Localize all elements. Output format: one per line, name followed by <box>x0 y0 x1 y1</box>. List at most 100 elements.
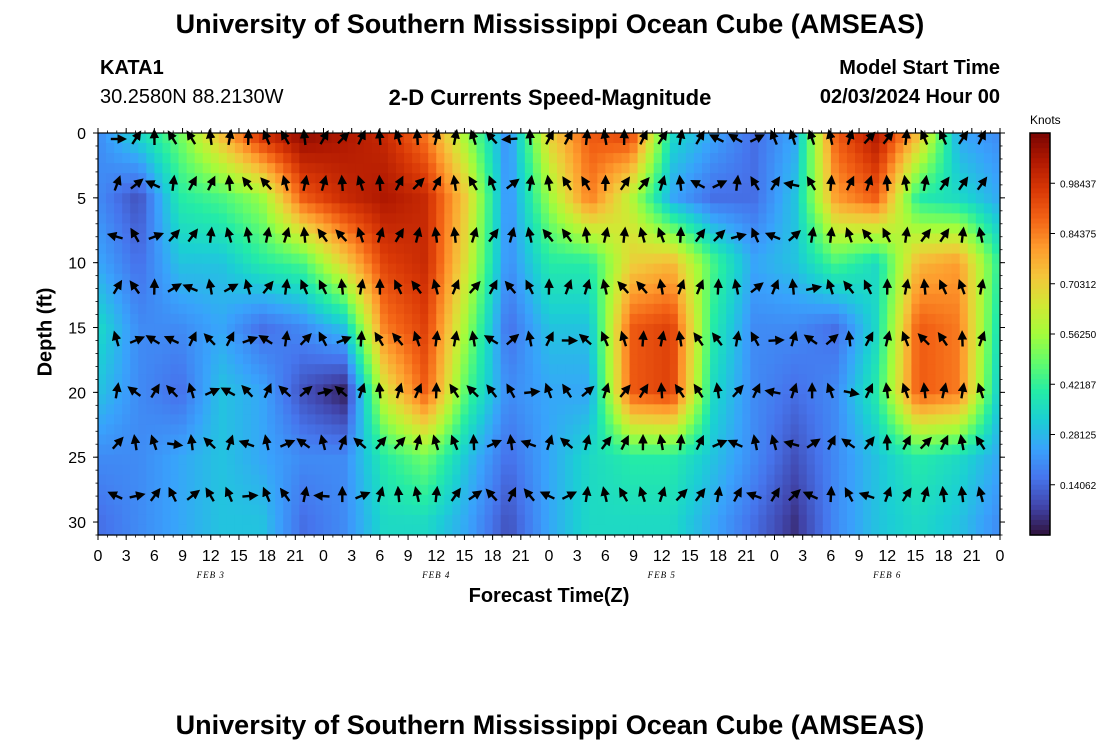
heatmap-cell <box>613 303 623 315</box>
heatmap-cell <box>114 303 123 315</box>
heatmap-cell <box>492 364 502 375</box>
heatmap-cell <box>412 494 421 506</box>
heatmap-cell <box>476 354 486 365</box>
heatmap-cell <box>629 334 639 345</box>
heatmap-cell <box>460 464 470 476</box>
heatmap-cell <box>798 283 808 295</box>
heatmap-cell <box>275 323 284 335</box>
heatmap-cell <box>766 464 776 476</box>
heatmap-cell <box>412 514 421 526</box>
heatmap-cell <box>879 354 888 365</box>
heatmap-cell <box>323 424 333 436</box>
heatmap-cell <box>855 454 864 466</box>
heatmap-cell <box>903 273 913 285</box>
heatmap-cell <box>476 434 486 446</box>
heatmap-cell <box>500 514 510 526</box>
heatmap-cell <box>218 474 228 486</box>
heatmap-cell <box>186 323 196 335</box>
heatmap-cell <box>444 323 453 335</box>
heatmap-cell <box>234 163 244 174</box>
current-vector <box>319 174 329 192</box>
heatmap-cell <box>379 233 389 245</box>
heatmap-cell <box>742 183 751 194</box>
x-tick-label: 9 <box>404 548 413 565</box>
heatmap-cell <box>734 474 743 486</box>
heatmap-cell <box>371 394 381 405</box>
heatmap-cell <box>444 293 453 305</box>
heatmap-cell <box>718 173 727 184</box>
heatmap-cell <box>838 133 848 144</box>
heatmap-cell <box>983 354 993 365</box>
heatmap-cell <box>766 163 776 174</box>
heatmap-cell <box>597 464 606 476</box>
heatmap-cell <box>991 404 1001 415</box>
heatmap-cell <box>790 514 800 526</box>
heatmap-cell <box>718 344 727 355</box>
heatmap-cell <box>476 474 486 486</box>
heatmap-cell <box>540 253 550 265</box>
heatmap-cell <box>492 394 502 405</box>
current-vector <box>111 436 124 450</box>
heatmap-cell <box>114 163 123 174</box>
heatmap-cell <box>500 374 510 385</box>
heatmap-cell <box>927 414 937 426</box>
heatmap-cell <box>412 273 421 285</box>
heatmap-cell <box>661 243 671 255</box>
heatmap-cell <box>557 263 566 275</box>
heatmap-cell <box>532 394 542 405</box>
heatmap-cell <box>871 504 880 516</box>
heatmap-cell <box>130 313 139 325</box>
heatmap-cell <box>855 344 864 355</box>
heatmap-cell <box>605 524 615 536</box>
heatmap-cell <box>758 514 768 526</box>
current-vector <box>375 486 385 503</box>
heatmap-cell <box>98 374 107 385</box>
heatmap-cell <box>669 474 679 486</box>
heatmap-cell <box>428 414 437 426</box>
heatmap-cell <box>339 283 349 295</box>
heatmap-cell <box>331 283 341 295</box>
heatmap-cell <box>444 524 453 536</box>
heatmap-cell <box>218 414 228 426</box>
heatmap-cell <box>114 424 123 436</box>
heatmap-cell <box>202 514 212 526</box>
current-vector <box>976 330 987 347</box>
heatmap-cell <box>766 454 776 466</box>
heatmap-cell <box>130 183 139 194</box>
heatmap-cell <box>677 514 687 526</box>
heatmap-cell <box>275 173 284 184</box>
heatmap-cell <box>838 364 848 375</box>
heatmap-cell <box>347 133 357 144</box>
current-vector <box>708 134 725 143</box>
heatmap-cell <box>621 133 631 144</box>
heatmap-cell <box>991 273 1001 285</box>
heatmap-cell <box>927 524 937 536</box>
heatmap-cell <box>170 143 180 154</box>
heatmap-cell <box>412 253 421 265</box>
heatmap-cell <box>436 424 445 436</box>
heatmap-cell <box>468 514 478 526</box>
heatmap-cell <box>275 263 284 275</box>
heatmap-cell <box>887 344 896 355</box>
heatmap-cell <box>983 273 993 285</box>
heatmap-cell <box>613 514 623 526</box>
heatmap-cell <box>242 293 252 305</box>
heatmap-cell <box>154 504 164 516</box>
current-vector <box>600 278 610 295</box>
heatmap-cell <box>202 414 212 426</box>
current-vector <box>335 229 348 242</box>
heatmap-cell <box>710 424 719 436</box>
heatmap-cell <box>130 444 139 456</box>
heatmap-cell <box>911 243 921 255</box>
heatmap-cell <box>516 293 526 305</box>
current-vector <box>882 486 893 503</box>
heatmap-cell <box>516 374 526 385</box>
heatmap-cell <box>822 323 832 335</box>
heatmap-cell <box>484 153 494 164</box>
current-vector <box>638 330 648 347</box>
heatmap-cell <box>661 474 671 486</box>
heatmap-cell <box>186 273 196 285</box>
heatmap-cell <box>871 394 880 405</box>
heatmap-cell <box>186 253 196 265</box>
heatmap-cell <box>855 183 864 194</box>
